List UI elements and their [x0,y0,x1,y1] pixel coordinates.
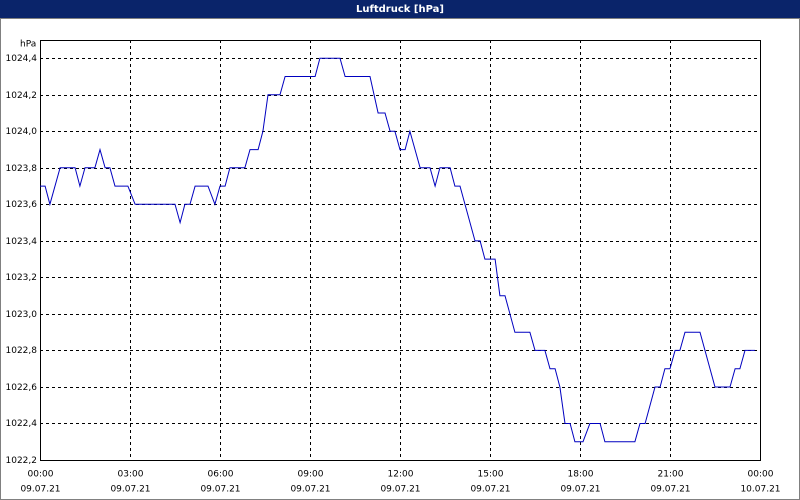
x-tick-label: 18:00 [568,470,594,480]
y-unit: hPa [20,40,36,50]
title-bar [0,0,800,18]
x-tick-label: 09:00 [298,470,324,480]
x-tick-label: 03:00 [118,470,144,480]
x-tick-label: 00:00 [28,470,54,480]
y-tick-label: 1022,6 [6,383,38,393]
plot-frame [40,40,761,461]
y-tick-label: 1022,4 [6,419,38,429]
y-tick-label: 1023,8 [6,164,38,174]
y-tick-label: 1023,6 [6,200,38,210]
y-tick-label: 1024,0 [6,127,38,137]
x-tick-date: 10.07.21 [740,485,780,495]
x-tick-date: 09.07.21 [380,485,420,495]
x-tick-label: 21:00 [658,470,684,480]
y-tick-label: 1024,4 [6,54,38,64]
y-tick-label: 1023,2 [6,273,38,283]
x-tick-label: 15:00 [478,470,504,480]
data-line [40,57,755,443]
y-tick-label: 1023,0 [6,310,38,320]
x-tick-date: 09.07.21 [650,485,690,495]
y-tick-label: 1022,2 [6,456,38,466]
y-tick-label: 1023,4 [6,237,38,247]
chart-title: Luftdruck [hPa] [356,4,444,15]
x-tick-label: 06:00 [208,470,234,480]
x-tick-date: 09.07.21 [20,485,60,495]
y-tick-label: 1024,2 [6,91,38,101]
x-tick-date: 09.07.21 [110,485,150,495]
x-tick-label: 12:00 [388,470,414,480]
x-tick-date: 09.07.21 [290,485,330,495]
x-tick-date: 09.07.21 [200,485,240,495]
x-tick-date: 09.07.21 [470,485,510,495]
y-tick-label: 1022,8 [6,346,38,356]
x-tick-label: 00:00 [748,470,774,480]
x-tick-date: 09.07.21 [560,485,600,495]
